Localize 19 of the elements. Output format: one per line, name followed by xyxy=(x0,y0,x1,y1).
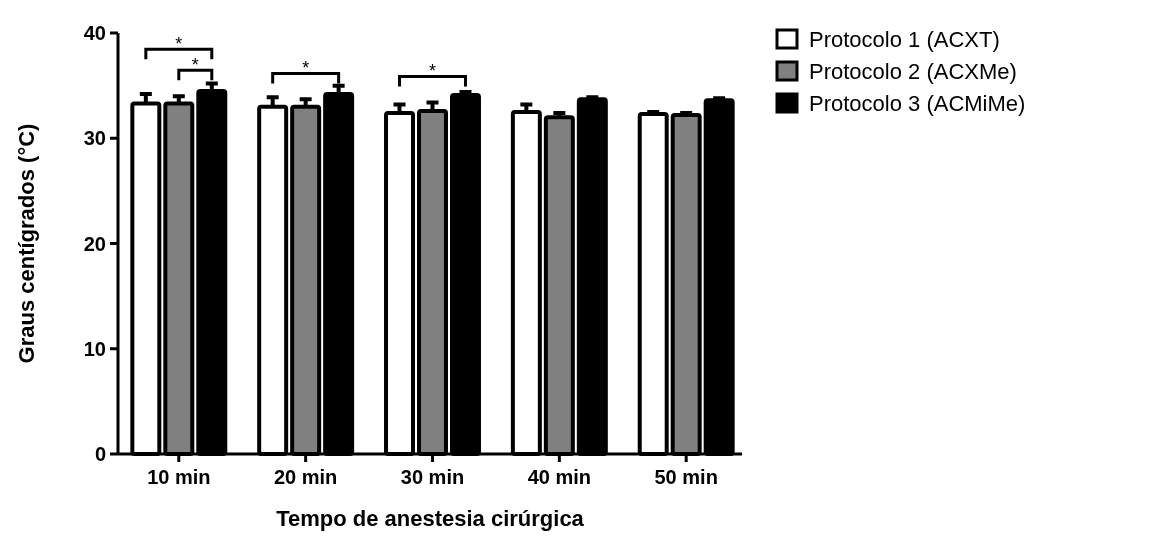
x-tick-label: 40 min xyxy=(527,466,592,488)
y-tick-label: 10 xyxy=(83,337,106,360)
x-tick-label: 30 min xyxy=(400,466,465,488)
y-tick-label: 20 xyxy=(83,232,106,255)
y-tick-label: 40 xyxy=(83,22,106,44)
x-tick-label: 50 min xyxy=(654,466,718,488)
legend-label: Protocolo 1 (ACXT) xyxy=(809,26,1000,52)
legend-label: Protocolo 2 (ACXMe) xyxy=(809,58,1017,84)
annotation: * xyxy=(428,61,437,82)
y-axis-title: Graus centígrados (°C) xyxy=(14,123,39,364)
annotation: * xyxy=(175,33,183,54)
annotation: * xyxy=(302,58,310,79)
x-axis-title: Tempo de anestesia cirúrgica xyxy=(276,506,585,531)
annotation: * xyxy=(191,54,199,75)
y-tick-label: 30 xyxy=(83,127,106,150)
x-tick-label: 10 min xyxy=(147,466,211,488)
x-tick-label: 20 min xyxy=(273,466,338,488)
y-tick-label: 0 xyxy=(94,443,106,465)
legend-label: Protocolo 3 (ACMiMe) xyxy=(809,90,1026,116)
